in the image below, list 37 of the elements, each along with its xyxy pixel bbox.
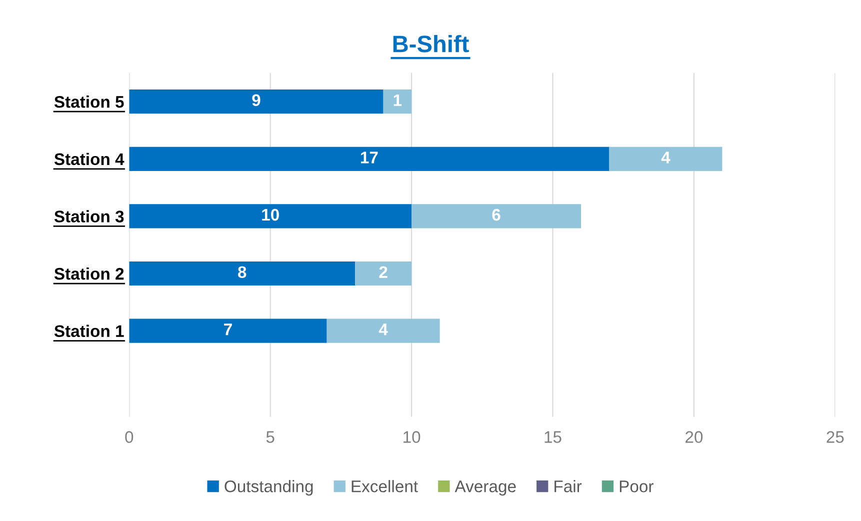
x-tick-label: 10 <box>404 431 420 443</box>
legend-label: Poor <box>620 480 654 492</box>
data-label: 10 <box>262 208 279 221</box>
data-label: 4 <box>661 152 670 164</box>
legend-label: Fair <box>554 480 582 492</box>
data-label: 2 <box>379 266 388 278</box>
x-tick-label: 5 <box>266 431 274 443</box>
bar <box>129 318 327 343</box>
y-tick-label: Station 1 <box>54 324 124 338</box>
x-tick-label: 0 <box>125 431 134 443</box>
bar <box>129 146 610 171</box>
data-label: 1 <box>394 94 402 106</box>
y-tick-label: Station 3 <box>54 210 124 222</box>
data-label: 6 <box>492 208 500 221</box>
bar <box>129 90 384 114</box>
legend-label: Average <box>454 480 516 496</box>
bar <box>355 261 412 286</box>
y-tick-label: Station 5 <box>54 96 124 108</box>
data-label: 9 <box>252 94 260 106</box>
legend-label: Excellent <box>352 480 418 492</box>
data-label: 7 <box>224 324 232 336</box>
y-tick-label: Station 4 <box>54 152 124 166</box>
data-label: 8 <box>238 266 246 278</box>
x-tick-label: 25 <box>826 431 844 443</box>
data-label: 4 <box>378 324 388 336</box>
bar <box>129 204 412 228</box>
x-tick-label: 15 <box>544 431 562 443</box>
legend-label: Outstanding <box>224 480 313 496</box>
bar <box>412 204 582 228</box>
bar <box>326 318 440 343</box>
data-label: 17 <box>360 152 378 164</box>
chart-title: B-Shift <box>393 34 469 52</box>
bar <box>383 90 412 114</box>
x-tick-label: 20 <box>686 431 703 443</box>
y-tick-label: Station 2 <box>54 267 124 280</box>
bar <box>609 146 722 171</box>
bar <box>129 261 356 286</box>
